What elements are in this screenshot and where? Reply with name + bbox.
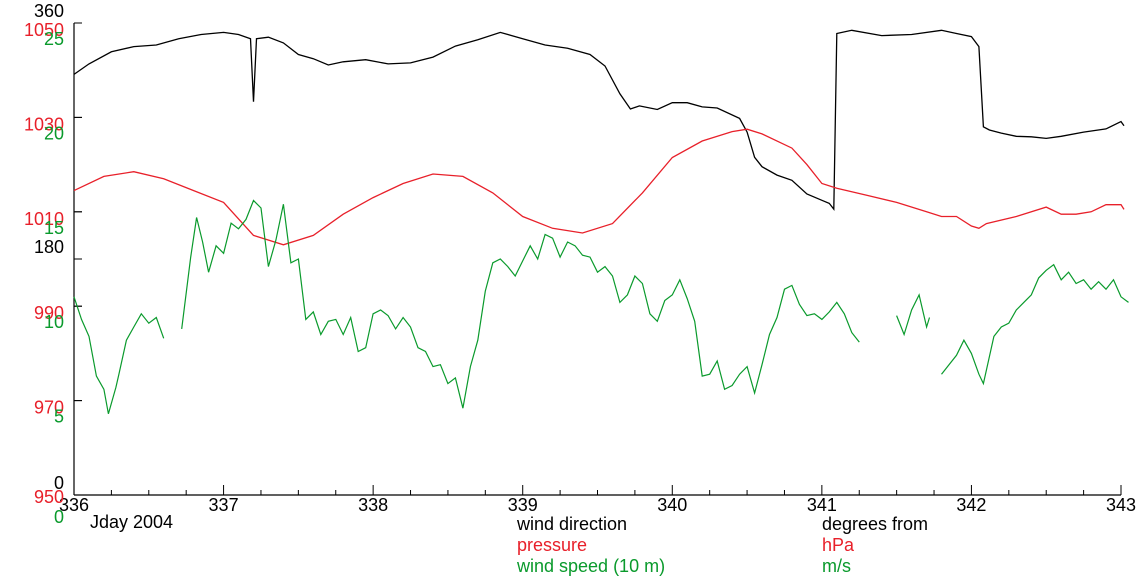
x-tick-label: 340 (657, 495, 687, 515)
y-tick-label: 25 (44, 29, 64, 49)
y-tick-label: 0 (54, 473, 64, 493)
y-tick-label: 360 (34, 1, 64, 21)
y-tick-label: 15 (44, 218, 64, 238)
legend-units: degrees from hPa m/s (822, 514, 928, 577)
y-tick-label: 5 (54, 407, 64, 427)
plot-frame (73, 23, 1121, 496)
series-wind-speed (181, 199, 860, 409)
legend-unit-direction: degrees from (822, 514, 929, 534)
legend-name-speed: wind speed (10 m) (517, 556, 666, 576)
y-tick-label: 1050 (24, 20, 64, 40)
y-tick-label: 1030 (24, 114, 64, 134)
y-tick-label: 180 (34, 237, 64, 257)
y-tick-label: 970 (34, 398, 64, 418)
x-tick-label: 342 (956, 495, 986, 515)
legend-name-pressure: pressure (517, 535, 588, 555)
series-layer (73, 29, 1129, 414)
series-wind-direction (73, 29, 1125, 212)
series-pressure (73, 128, 1125, 246)
legend-name-direction: wind direction (517, 514, 628, 534)
series-wind-speed (941, 263, 1129, 386)
x-axis: 336 337 338 339 340 341 342 343 (59, 485, 1136, 515)
y-tick-label: 20 (44, 123, 64, 143)
series-wind-speed (896, 293, 931, 337)
legend-names: wind direction pressure wind speed (10 m… (517, 514, 665, 577)
x-tick-label: 336 (59, 495, 89, 515)
x-tick-label: 343 (1106, 495, 1136, 515)
x-axis-caption: Jday 2004 (90, 512, 174, 532)
y-tick-label: 950 (34, 487, 64, 507)
x-tick-label: 338 (358, 495, 388, 515)
y-tick-label: 10 (44, 312, 64, 332)
x-tick-label: 337 (209, 495, 239, 515)
series-wind-speed (73, 296, 165, 414)
x-tick-label: 339 (508, 495, 538, 515)
y-tick-label: 990 (34, 303, 64, 323)
legend-unit-speed: m/s (822, 556, 851, 576)
legend-unit-pressure: hPa (822, 535, 855, 555)
y-tick-label: 0 (54, 507, 64, 527)
y-tick-label: 1010 (24, 209, 64, 229)
x-tick-label: 341 (807, 495, 837, 515)
